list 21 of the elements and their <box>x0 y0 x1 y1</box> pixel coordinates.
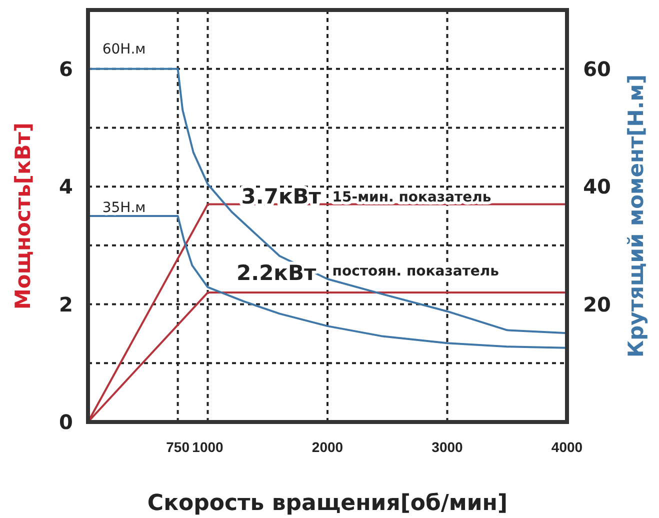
y2-tick-label: 60 <box>583 56 611 81</box>
y-axis-title: Мощность[кВт] <box>11 122 35 310</box>
y-tick-label: 0 <box>59 410 73 434</box>
annotation: 35Н.м <box>102 200 146 216</box>
x-tick-label: 1000 <box>192 439 224 455</box>
annotation: 3.7кВт <box>241 184 322 209</box>
x-tick-label: 4000 <box>551 439 583 455</box>
annotation: 60Н.м <box>102 41 146 58</box>
annotation: 15-мин. показатель <box>332 190 492 206</box>
x-axis-title: Скорость вращения[об/мин] <box>147 491 508 516</box>
y2-axis-title: Крутящий момент[Н.м] <box>624 74 648 358</box>
y2-tick-label: 40 <box>583 174 611 199</box>
y2-tick-label: 20 <box>583 292 611 316</box>
y-tick-label: 4 <box>59 174 73 199</box>
annotation: 2.2кВт <box>236 260 317 285</box>
x-tick-label: 750 <box>166 439 190 455</box>
annotation: постоян. показатель <box>332 264 500 280</box>
y-tick-label: 6 <box>59 56 73 81</box>
x-tick-label: 2000 <box>312 439 344 455</box>
y-tick-label: 2 <box>59 292 73 316</box>
x-tick-label: 3000 <box>432 439 464 455</box>
